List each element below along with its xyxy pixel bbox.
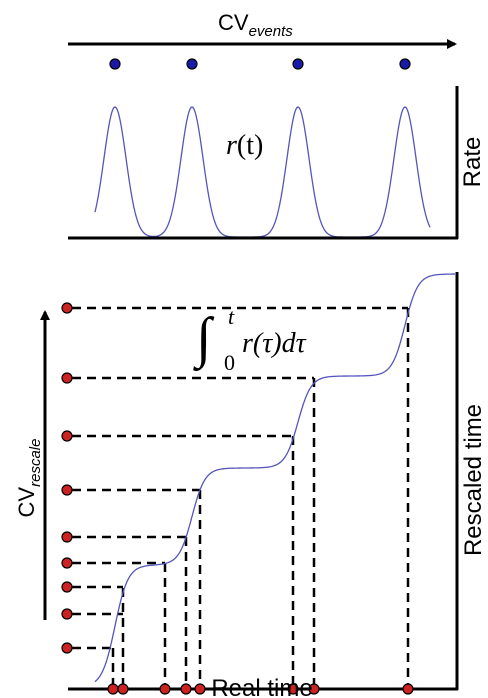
rescaled-event-dot xyxy=(61,557,73,569)
real-time-event-dot xyxy=(107,683,119,695)
event-dot xyxy=(399,58,411,70)
rescaled-event-dot xyxy=(61,302,73,314)
real-time-event-dot xyxy=(159,683,171,695)
rate-curve xyxy=(94,106,431,238)
rate-axis-label: Rate xyxy=(459,137,486,188)
rescaled-time-label: Rescaled time xyxy=(460,404,487,556)
rescaled-event-dot xyxy=(61,372,73,384)
cv-rescale-label: CVrescale xyxy=(14,439,44,518)
real-time-event-dot xyxy=(194,683,206,695)
rescaled-dots xyxy=(61,302,73,654)
event-dot xyxy=(109,58,121,70)
real-time-event-dot xyxy=(308,683,320,695)
rescaled-event-dot xyxy=(61,608,73,620)
integral-upper-limit: t xyxy=(228,304,235,329)
rescaled-event-dot xyxy=(61,484,73,496)
rescaled-event-dot xyxy=(61,581,73,593)
real-time-event-dot xyxy=(287,683,299,695)
event-dot xyxy=(186,58,198,70)
real-time-label: Real time xyxy=(211,675,312,698)
integrand: r(τ)dτ xyxy=(242,328,307,359)
integral-lower-limit: 0 xyxy=(224,350,235,375)
bottom-panel: CVrescale ∫ t 0 r(τ)dτ Real time Rescale… xyxy=(14,272,487,698)
svg-text:∫: ∫ xyxy=(193,307,215,372)
real-time-dots xyxy=(107,683,414,695)
rescaled-event-dot xyxy=(61,642,73,654)
rescaled-event-dot xyxy=(61,430,73,442)
top-panel: CVevents r(t) Rate xyxy=(68,10,486,240)
rescaled-event-dot xyxy=(61,531,73,543)
rescaled-time-curve xyxy=(94,273,455,683)
real-time-event-dot xyxy=(117,683,129,695)
real-time-event-dot xyxy=(402,683,414,695)
integral-label: ∫ t 0 r(τ)dτ xyxy=(193,304,307,375)
event-dots xyxy=(109,58,411,70)
dashed-guides xyxy=(72,306,410,686)
rate-curve-label: r(t) xyxy=(226,130,263,161)
real-time-event-dot xyxy=(180,683,192,695)
event-dot xyxy=(292,58,304,70)
cv-events-label: CVevents xyxy=(218,10,293,40)
